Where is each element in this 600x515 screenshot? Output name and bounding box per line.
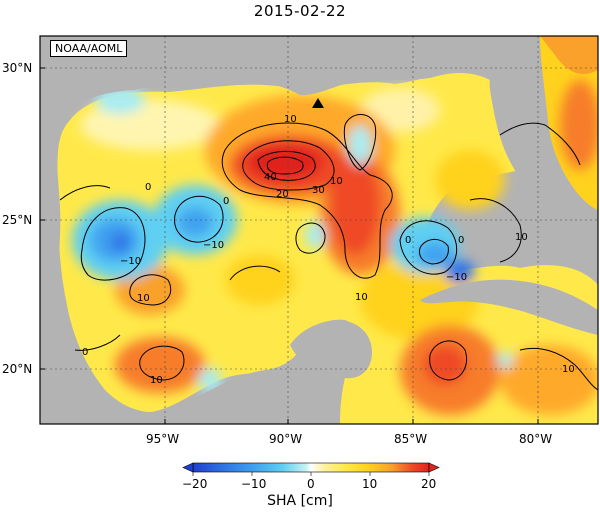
- contour-label: 40: [264, 172, 277, 183]
- contour-label: 10: [137, 293, 150, 304]
- contour-label: 10: [515, 232, 528, 243]
- contour-label: 0: [223, 196, 229, 207]
- lon-tick: 80°W: [519, 432, 552, 446]
- colorbar: −20 −10 0 10 20: [182, 462, 440, 491]
- lat-tick: 25°N: [2, 213, 32, 227]
- contour-label: 10: [284, 114, 297, 125]
- contour-label: 0: [82, 347, 88, 358]
- contour-label: 0: [145, 182, 151, 193]
- colorbar-tick: 20: [421, 477, 436, 491]
- colorbar-tick: 0: [307, 477, 315, 491]
- contour-label: 20: [276, 189, 289, 200]
- colorbar-tick: −20: [182, 477, 207, 491]
- contour-label: 10: [150, 375, 163, 386]
- contour-label: −10: [203, 240, 224, 251]
- colorbar-tick: 10: [362, 477, 377, 491]
- contour-label: 10: [562, 364, 575, 375]
- graticule: [40, 36, 598, 424]
- contour-label: −10: [446, 272, 467, 283]
- lat-tick: 20°N: [2, 362, 32, 376]
- contour-label: 10: [355, 292, 368, 303]
- agency-label: NOAA/AOML: [50, 40, 128, 57]
- contour-lines: [59, 114, 598, 391]
- lon-tick: 95°W: [146, 432, 179, 446]
- map-title: 2015-02-22: [253, 2, 347, 20]
- map-frame: [39, 35, 599, 425]
- lon-tick: 85°W: [394, 432, 427, 446]
- colorbar-tick: −10: [241, 477, 266, 491]
- station-triangle-icon: [312, 98, 324, 108]
- contour-labels: 10 40 30 20 10 0 0 −10 −10 −10 10 10 0 0…: [82, 114, 575, 386]
- contour-label: −10: [120, 256, 141, 267]
- contour-label: 10: [330, 176, 343, 187]
- colorbar-label: SHA [cm]: [267, 493, 333, 509]
- contour-label: 0: [405, 235, 411, 246]
- contour-label: 30: [312, 185, 325, 196]
- lat-tick: 30°N: [2, 61, 32, 75]
- land-masses: [40, 36, 598, 424]
- contour-label: 0: [458, 235, 464, 246]
- lon-tick: 90°W: [269, 432, 302, 446]
